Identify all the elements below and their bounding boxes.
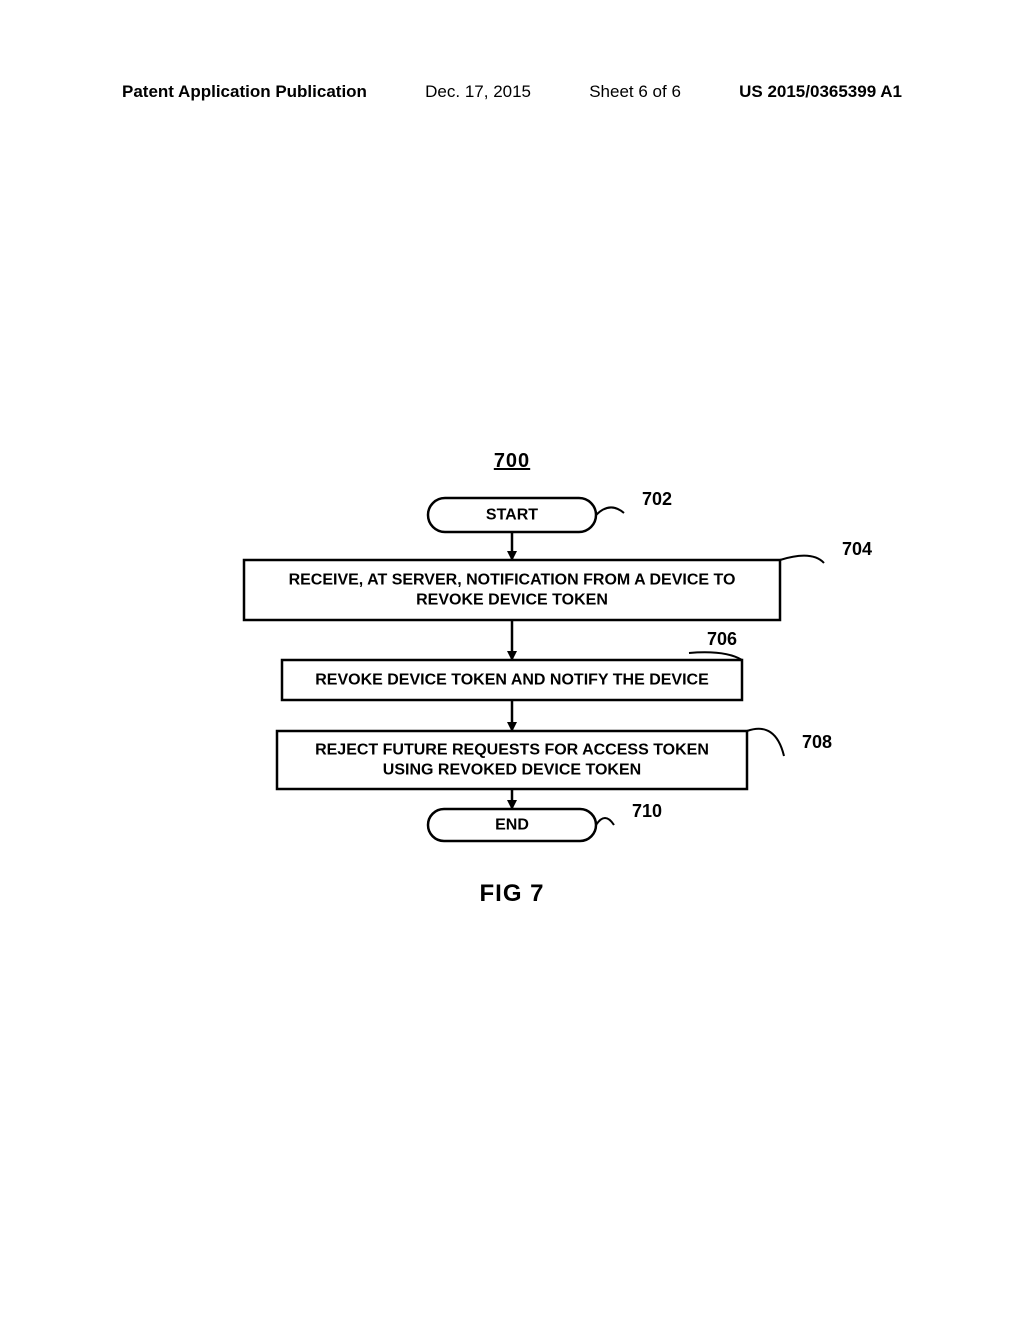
process-label-n1-l0: RECEIVE, AT SERVER, NOTIFICATION FROM A …	[289, 572, 736, 589]
header-left: Patent Application Publication	[122, 82, 367, 102]
header-inner: Patent Application Publication Dec. 17, …	[122, 82, 902, 102]
process-n3	[277, 731, 747, 789]
header-pubno: US 2015/0365399 A1	[739, 82, 902, 102]
page-header: Patent Application Publication Dec. 17, …	[0, 82, 1024, 102]
callout-n1	[780, 556, 824, 563]
refnum-n2: 706	[707, 629, 737, 649]
header-sheet: Sheet 6 of 6	[589, 82, 681, 102]
process-label-n1-l1: REVOKE DEVICE TOKEN	[416, 592, 608, 609]
callout-end	[596, 818, 614, 825]
flowchart-diagram: START 702 RECEIVE, AT SERVER, NOTIFICATION…	[0, 485, 1024, 905]
refnum-n1: 704	[842, 539, 872, 559]
header-date: Dec. 17, 2015	[425, 82, 531, 102]
figure-title: 700	[0, 450, 1024, 473]
page: Patent Application Publication Dec. 17, …	[0, 0, 1024, 1320]
callout-start	[596, 507, 624, 515]
process-n1	[244, 560, 780, 620]
figure-label: FIG 7	[0, 880, 1024, 908]
process-label-n3-l0: REJECT FUTURE REQUESTS FOR ACCESS TOKEN	[315, 742, 709, 759]
callout-n3	[747, 729, 784, 756]
process-label-n2-l0: REVOKE DEVICE TOKEN AND NOTIFY THE DEVIC…	[315, 672, 709, 689]
refnum-end: 710	[632, 801, 662, 821]
refnum-start: 702	[642, 489, 672, 509]
terminator-label-start: START	[486, 507, 538, 524]
terminator-label-end: END	[495, 817, 529, 834]
process-label-n3-l1: USING REVOKED DEVICE TOKEN	[383, 762, 641, 779]
flowchart-svg: START 702 RECEIVE, AT SERVER, NOTIFICATION…	[0, 485, 1024, 905]
refnum-n3: 708	[802, 732, 832, 752]
